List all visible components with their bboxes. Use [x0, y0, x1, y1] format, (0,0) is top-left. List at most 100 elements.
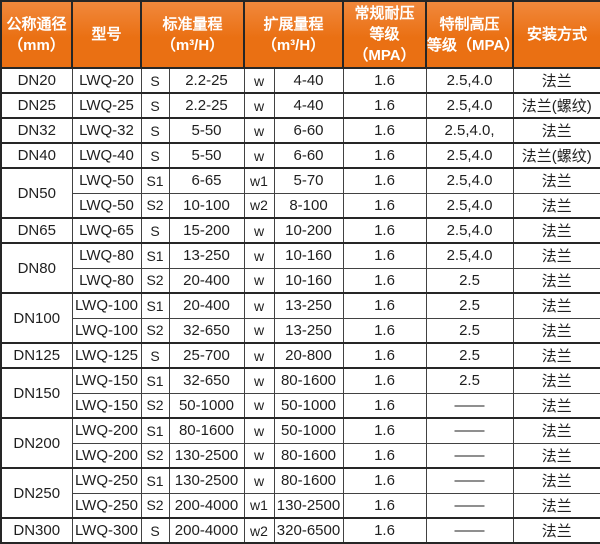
cell-standard-range: 5-50 — [168, 117, 245, 144]
cell-extended-range: 50-1000 — [273, 417, 344, 444]
cell-installation: 法兰(螺纹) — [512, 142, 600, 169]
cell-extended-range: 50-1000 — [273, 392, 344, 419]
cell-extended-range-code: w — [243, 392, 275, 419]
cell-standard-range: 50-1000 — [168, 392, 245, 419]
cell-standard-range-code: S — [140, 517, 170, 544]
cell-nominal-diameter: DN40 — [0, 142, 73, 169]
cell-normal-pressure: 1.6 — [342, 242, 427, 269]
cell-standard-range-code: S2 — [140, 492, 170, 519]
table-row: DN125 LWQ-125 S 25-700 w 20-800 1.6 2.5 法兰 — [0, 342, 600, 369]
cell-model: LWQ-50 — [71, 167, 142, 194]
cell-model: LWQ-20 — [71, 67, 142, 94]
cell-extended-range-code: w — [243, 292, 275, 319]
cell-normal-pressure: 1.6 — [342, 517, 427, 544]
cell-extended-range: 10-160 — [273, 267, 344, 294]
cell-model: LWQ-100 — [71, 292, 142, 319]
cell-extended-range: 10-200 — [273, 217, 344, 244]
cell-standard-range: 130-2500 — [168, 442, 245, 469]
cell-standard-range-code: S1 — [140, 417, 170, 444]
cell-high-pressure: 2.5,4.0 — [425, 217, 514, 244]
cell-standard-range-code: S1 — [140, 467, 170, 494]
cell-standard-range-code: S — [140, 342, 170, 369]
cell-high-pressure: 2.5,4.0, — [425, 117, 514, 144]
table-row: LWQ-50 S2 10-100 w2 8-100 1.6 2.5,4.0 法兰 — [1, 192, 600, 219]
cell-model: LWQ-200 — [71, 417, 142, 444]
table-row: DN250 LWQ-250 S1 130-2500 w 80-1600 1.6 —— 法兰 — [0, 467, 600, 519]
cell-normal-pressure: 1.6 — [342, 267, 427, 294]
cell-installation: 法兰 — [512, 67, 600, 94]
cell-model: LWQ-100 — [71, 317, 142, 344]
cell-extended-range: 8-100 — [273, 192, 344, 219]
cell-installation: 法兰 — [512, 292, 600, 319]
cell-standard-range-code: S2 — [140, 392, 170, 419]
cell-nominal-diameter: DN250 — [0, 467, 73, 519]
cell-normal-pressure: 1.6 — [342, 167, 427, 194]
cell-standard-range: 6-65 — [168, 167, 245, 194]
cell-model: LWQ-80 — [71, 267, 142, 294]
col-header-extended-range: 扩展量程 （m³/H） — [243, 0, 344, 69]
cell-high-pressure: 2.5 — [425, 267, 514, 294]
cell-high-pressure: 2.5,4.0 — [425, 167, 514, 194]
cell-installation: 法兰 — [512, 392, 600, 419]
cell-model: LWQ-65 — [71, 217, 142, 244]
cell-standard-range: 20-400 — [168, 267, 245, 294]
cell-standard-range: 10-100 — [168, 192, 245, 219]
cell-extended-range-code: w1 — [243, 167, 275, 194]
cell-extended-range-code: w2 — [243, 517, 275, 544]
cell-standard-range-code: S2 — [140, 192, 170, 219]
cell-installation: 法兰 — [512, 517, 600, 544]
cell-extended-range: 80-1600 — [273, 442, 344, 469]
table-row: DN40 LWQ-40 S 5-50 w 6-60 1.6 2.5,4.0 法兰(螺纹) — [0, 142, 600, 169]
cell-installation: 法兰 — [512, 192, 600, 219]
cell-nominal-diameter: DN100 — [0, 292, 73, 344]
table-row: LWQ-100 S2 32-650 w 13-250 1.6 2.5 法兰 — [1, 317, 600, 344]
cell-high-pressure: 2.5 — [425, 342, 514, 369]
table-row: DN100 LWQ-100 S1 20-400 w 13-250 1.6 2.5 法兰 — [0, 292, 600, 344]
cell-installation: 法兰 — [512, 217, 600, 244]
cell-standard-range: 5-50 — [168, 142, 245, 169]
cell-standard-range: 200-4000 — [168, 492, 245, 519]
cell-extended-range-code: w — [243, 242, 275, 269]
cell-model: LWQ-125 — [71, 342, 142, 369]
cell-standard-range-code: S — [140, 142, 170, 169]
cell-extended-range: 4-40 — [273, 67, 344, 94]
cell-extended-range-code: w — [243, 217, 275, 244]
cell-standard-range-code: S2 — [140, 267, 170, 294]
table-row: DN65 LWQ-65 S 15-200 w 10-200 1.6 2.5,4.0 法兰 — [0, 217, 600, 244]
cell-standard-range: 32-650 — [168, 317, 245, 344]
table-row: DN150 LWQ-150 S1 32-650 w 80-1600 1.6 2.5 法兰 — [0, 367, 600, 419]
cell-model: LWQ-25 — [71, 92, 142, 119]
cell-high-pressure: 2.5 — [425, 317, 514, 344]
table-row: DN20 LWQ-20 S 2.2-25 w 4-40 1.6 2.5,4.0 法兰 — [0, 67, 600, 94]
cell-high-pressure: 2.5,4.0 — [425, 242, 514, 269]
cell-model: LWQ-250 — [71, 492, 142, 519]
cell-nominal-diameter: DN150 — [0, 367, 73, 419]
cell-extended-range: 80-1600 — [273, 367, 344, 394]
cell-extended-range-code: w — [243, 92, 275, 119]
cell-installation: 法兰 — [512, 442, 600, 469]
cell-standard-range: 2.2-25 — [168, 67, 245, 94]
cell-high-pressure: —— — [425, 467, 514, 494]
cell-standard-range-code: S1 — [140, 167, 170, 194]
col-header-normal-pressure: 常规耐压 等级（MPA） — [342, 0, 427, 69]
cell-installation: 法兰 — [512, 417, 600, 444]
table-row: DN80 LWQ-80 S1 13-250 w 10-160 1.6 2.5,4.0 法兰 — [0, 242, 600, 294]
cell-standard-range: 20-400 — [168, 292, 245, 319]
cell-extended-range: 6-60 — [273, 142, 344, 169]
header-row: 公称通径 （mm） 型号 标准量程 （m³/H） 扩展量程 （m³/H） 常规耐… — [0, 0, 600, 69]
cell-normal-pressure: 1.6 — [342, 367, 427, 394]
cell-extended-range-code: w2 — [243, 192, 275, 219]
cell-installation: 法兰 — [512, 267, 600, 294]
cell-standard-range-code: S2 — [140, 442, 170, 469]
cell-model: LWQ-50 — [71, 192, 142, 219]
cell-installation: 法兰 — [512, 167, 600, 194]
cell-standard-range: 200-4000 — [168, 517, 245, 544]
cell-extended-range-code: w — [243, 142, 275, 169]
cell-standard-range: 13-250 — [168, 242, 245, 269]
cell-installation: 法兰 — [512, 492, 600, 519]
cell-extended-range: 80-1600 — [273, 467, 344, 494]
cell-standard-range: 80-1600 — [168, 417, 245, 444]
col-header-standard-range: 标准量程 （m³/H） — [140, 0, 245, 69]
cell-high-pressure: 2.5,4.0 — [425, 192, 514, 219]
